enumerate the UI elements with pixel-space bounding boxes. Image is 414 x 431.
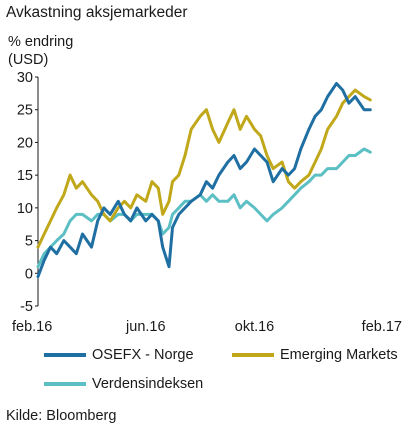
x-tick-label: feb.16: [12, 319, 52, 335]
y-tick-label: 15: [17, 168, 33, 184]
y-tick-label: 10: [17, 201, 33, 217]
y-tick-label: -5: [20, 299, 33, 315]
legend-label: OSEFX - Norge: [92, 347, 194, 363]
x-tick-label: jun.16: [125, 319, 166, 335]
y-tick-label: 20: [17, 135, 33, 151]
series-line-osefx-norge: [36, 82, 372, 279]
legend-label: Verdensindeksen: [92, 376, 204, 392]
legend-item: Verdensindeksen: [44, 376, 203, 392]
y-tick-label: 30: [17, 70, 33, 86]
legend-item: Emerging Markets: [232, 347, 398, 363]
y-tick-label: 5: [25, 234, 33, 250]
chart-title: Avkastning aksjemarkeder: [6, 4, 188, 21]
y-tick-label: 0: [25, 266, 33, 282]
line-chart: -5 0 5 10 15 20 25 30 feb.16 jun.16 okt.16 feb.17: [12, 70, 402, 335]
x-tick-label: okt.16: [235, 319, 275, 335]
y-axis-label: % endring (USD): [8, 34, 74, 68]
legend-swatch: [44, 382, 86, 386]
legend-label: Emerging Markets: [280, 347, 398, 363]
legend-swatch: [44, 353, 86, 357]
series-line-emerging-markets: [36, 88, 372, 249]
x-tick-label: feb.17: [362, 319, 402, 335]
source-note: Kilde: Bloomberg: [6, 408, 117, 424]
series-line-verdensindeksen: [36, 147, 372, 269]
legend-swatch: [232, 353, 274, 357]
legend-item: OSEFX - Norge: [44, 347, 194, 363]
y-tick-label: 25: [17, 103, 33, 119]
